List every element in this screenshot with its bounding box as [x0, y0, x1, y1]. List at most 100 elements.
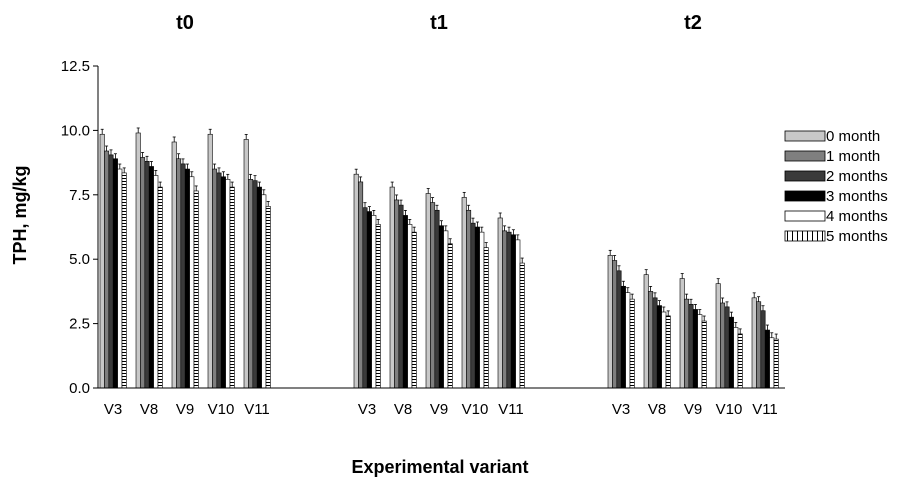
- plot-area: [99, 127, 779, 389]
- bar: [229, 186, 235, 389]
- bar: [466, 209, 472, 389]
- bar: [447, 243, 453, 389]
- bar: [180, 163, 186, 389]
- bar: [733, 327, 739, 389]
- bar: [121, 172, 127, 389]
- bar: [402, 215, 408, 389]
- legend-label: 1 month: [826, 148, 880, 165]
- bar: [99, 133, 105, 389]
- bar: [461, 197, 467, 389]
- x-tick-label: V11: [244, 401, 270, 418]
- bar: [389, 186, 395, 389]
- bar: [728, 316, 734, 389]
- bar: [684, 298, 690, 389]
- bar: [497, 217, 503, 389]
- bar: [171, 141, 177, 389]
- bar: [261, 194, 267, 389]
- x-tick-label: V10: [716, 401, 743, 418]
- x-tick-label: V9: [430, 401, 448, 418]
- axes: 0.0 2.5 5.0 7.5 10.0 12.5 t0 V3 V8 V9 V10 V11 t1 V3 V8…: [10, 12, 785, 477]
- bar: [252, 180, 258, 389]
- x-tick-label: V3: [358, 401, 376, 418]
- bar: [176, 158, 182, 389]
- group-title: t0: [176, 12, 194, 34]
- x-tick-label: V9: [176, 401, 194, 418]
- bar: [430, 202, 436, 389]
- legend-label: 3 months: [826, 188, 888, 205]
- group-title: t1: [430, 12, 448, 34]
- bar: [438, 225, 444, 389]
- legend: 0 month 1 month 2 months 3 months 4 months 5 …: [784, 128, 888, 245]
- bar: [216, 172, 222, 389]
- bar: [724, 306, 730, 389]
- bar: [764, 329, 770, 389]
- bar: [375, 224, 381, 389]
- bar: [737, 333, 743, 389]
- x-tick-label: V10: [208, 401, 235, 418]
- bar: [443, 230, 449, 389]
- bar: [625, 292, 631, 389]
- legend-swatch: [784, 190, 826, 202]
- legend-swatch: [784, 210, 826, 222]
- legend-label: 5 months: [826, 228, 888, 245]
- bar: [104, 150, 110, 389]
- x-tick-label: V3: [612, 401, 630, 418]
- bar: [620, 285, 626, 389]
- bar: [353, 173, 359, 389]
- bar: [189, 176, 195, 389]
- bar: [153, 175, 159, 389]
- y-axis-title: TPH, mg/kg: [10, 165, 30, 264]
- y-tick-label: 5.0: [69, 251, 90, 268]
- bar: [117, 168, 123, 389]
- bar: [769, 337, 775, 389]
- bar: [688, 303, 694, 389]
- bar: [715, 283, 721, 389]
- bar: [212, 168, 218, 389]
- bar: [148, 166, 154, 389]
- bar: [656, 305, 662, 389]
- bar: [425, 193, 431, 389]
- x-tick-label: V11: [498, 401, 524, 418]
- bar: [648, 291, 654, 389]
- bar: [225, 179, 231, 389]
- bar: [470, 222, 476, 389]
- bar: [773, 338, 779, 389]
- bar: [701, 320, 707, 389]
- bar: [629, 298, 635, 389]
- bar: [157, 186, 163, 389]
- bar: [665, 315, 671, 389]
- bar: [144, 161, 150, 389]
- bar: [515, 239, 521, 389]
- legend-swatch: [784, 130, 826, 142]
- bar: [411, 231, 417, 389]
- bar: [193, 190, 199, 389]
- legend-swatch: [784, 150, 826, 162]
- group-title: t2: [684, 12, 702, 34]
- bar: [220, 176, 226, 389]
- bar: [366, 211, 372, 389]
- bar: [135, 132, 141, 389]
- y-tick-label: 2.5: [69, 316, 90, 333]
- bar: [652, 297, 658, 389]
- bar: [371, 215, 377, 389]
- bar: [506, 231, 512, 389]
- bar: [243, 139, 249, 389]
- legend-swatch: [784, 170, 826, 182]
- y-tick-label: 7.5: [69, 187, 90, 204]
- bar: [265, 206, 271, 389]
- bar: [607, 255, 613, 389]
- bar: [612, 260, 618, 389]
- bar: [760, 310, 766, 389]
- bar: [483, 247, 489, 389]
- x-axis-title: Experimental variant: [351, 457, 528, 477]
- bar: [207, 133, 213, 389]
- bar: [140, 157, 146, 389]
- bar: [248, 179, 254, 389]
- legend-label: 0 month: [826, 128, 880, 145]
- x-tick-label: V3: [104, 401, 122, 418]
- bar: [108, 154, 114, 389]
- x-tick-label: V8: [140, 401, 158, 418]
- bar: [474, 226, 480, 389]
